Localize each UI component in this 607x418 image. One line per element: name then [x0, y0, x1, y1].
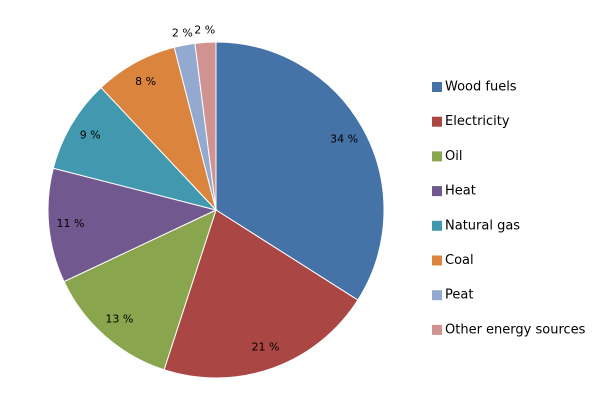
legend-label: Wood fuels [445, 80, 517, 95]
legend-label: Coal [445, 253, 474, 268]
pie-slice [52, 86, 218, 211]
data-label: 21 % [252, 341, 280, 354]
legend-swatch [432, 220, 442, 231]
legend-swatch [432, 324, 442, 335]
pie-slice [194, 41, 217, 211]
data-label: 9 % [80, 129, 101, 142]
pie-slice [215, 41, 385, 301]
legend-label: Other energy sources [445, 322, 586, 337]
pie-slice [47, 167, 218, 283]
legend-swatch [432, 186, 442, 197]
legend-swatch [432, 151, 442, 162]
legend-label: Oil [445, 149, 462, 164]
data-label: 34 % [330, 133, 358, 146]
data-label: 2 % [194, 24, 215, 37]
data-label: 13 % [105, 313, 133, 326]
legend-swatch [432, 116, 442, 127]
legend-swatch [432, 82, 442, 92]
legend-label: Heat [445, 184, 476, 199]
legend-swatch [432, 290, 442, 301]
legend-label: Electricity [445, 114, 510, 129]
data-label: 8 % [135, 75, 156, 88]
data-label: 2 % [172, 26, 193, 39]
legend-swatch [432, 255, 442, 266]
legend-label: Natural gas [445, 218, 520, 233]
pie-slice [63, 209, 217, 371]
pie-slice [163, 209, 359, 379]
data-label: 11 % [57, 217, 85, 230]
legend-label: Peat [445, 288, 473, 303]
